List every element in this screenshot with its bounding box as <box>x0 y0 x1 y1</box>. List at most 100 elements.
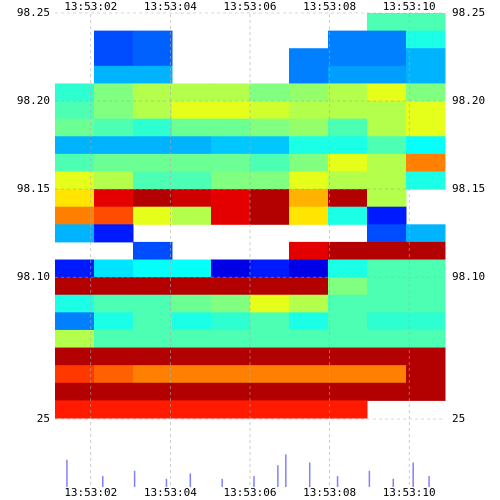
heat-cell <box>406 13 446 32</box>
heat-cell <box>172 171 212 190</box>
heat-cell <box>133 189 173 208</box>
heat-cell <box>406 101 446 120</box>
heat-cell <box>211 400 251 419</box>
heat-cell <box>367 365 407 384</box>
heat-cell <box>211 347 251 366</box>
heat-cell <box>328 101 368 120</box>
heat-cell <box>55 206 95 225</box>
heat-cell <box>250 206 290 225</box>
heat-cell <box>289 101 329 120</box>
heat-cell <box>172 400 212 419</box>
heat-cell <box>55 294 95 313</box>
heat-cell <box>94 400 134 419</box>
heat-cell <box>133 83 173 102</box>
heat-cell <box>172 206 212 225</box>
heat-cell <box>250 312 290 331</box>
heat-cell <box>250 189 290 208</box>
heat-cell <box>133 48 173 67</box>
heat-cell <box>94 189 134 208</box>
y2-tick-label: 25 <box>452 412 465 425</box>
heat-cell <box>94 224 134 243</box>
heat-cell <box>367 101 407 120</box>
y-tick-label: 98.10 <box>17 270 50 283</box>
heat-cell <box>94 65 134 84</box>
heat-cell <box>289 329 329 349</box>
heat-cell <box>55 153 95 172</box>
volume-bar <box>253 476 255 487</box>
heat-cell <box>367 118 407 137</box>
heat-cell <box>367 83 407 102</box>
x-tick-label: 13:53:02 <box>64 486 117 499</box>
y-tick-label: 98.20 <box>452 94 485 107</box>
heat-cell <box>406 65 446 84</box>
heat-cell <box>289 382 329 401</box>
heat-cell <box>172 189 212 208</box>
heat-cell <box>55 101 95 120</box>
heat-cell <box>133 101 173 120</box>
heat-cell <box>133 329 173 349</box>
heat-cell <box>406 277 446 296</box>
heat-cell <box>250 347 290 366</box>
volume-bar <box>165 478 168 487</box>
heat-cell <box>289 312 329 331</box>
heat-cell <box>133 206 173 225</box>
volume-bar <box>428 476 430 487</box>
heat-cell <box>55 136 95 155</box>
heat-cell <box>250 171 290 190</box>
heat-cell <box>133 241 173 261</box>
heat-cell <box>94 153 134 172</box>
volume-bar <box>221 478 223 487</box>
heat-cell <box>133 382 173 401</box>
heat-cell <box>211 259 251 278</box>
heat-cell <box>55 83 95 102</box>
heat-cell <box>55 312 95 331</box>
heat-cell <box>211 382 251 401</box>
heat-cell <box>211 294 251 313</box>
heat-cell <box>55 224 95 243</box>
x-tick-label: 13:53:04 <box>144 486 197 499</box>
heat-cell <box>211 277 251 296</box>
heat-cell <box>94 136 134 155</box>
heat-cell <box>328 347 368 366</box>
heat-cell <box>367 65 407 84</box>
heat-cell <box>55 329 95 349</box>
heat-cell <box>172 329 212 349</box>
heat-cell <box>172 259 212 278</box>
heat-cell <box>250 400 290 419</box>
heat-cell <box>289 65 329 84</box>
heat-cell <box>328 83 368 102</box>
heat-cell <box>328 118 368 137</box>
heat-cell <box>406 136 446 155</box>
x-tick-label: 13:53:02 <box>64 0 117 13</box>
heat-cell <box>211 189 251 208</box>
y-tick-label: 98.15 <box>452 182 485 195</box>
heat-cell <box>172 101 212 120</box>
heat-cell <box>406 365 446 384</box>
heat-cell <box>133 30 173 49</box>
heat-cell <box>328 312 368 331</box>
heat-cell <box>406 312 446 331</box>
heat-cell <box>367 224 407 243</box>
heat-cell <box>94 365 134 384</box>
heat-cell <box>250 277 290 296</box>
heat-cell <box>94 329 134 349</box>
volume-bar <box>308 462 311 487</box>
heat-cell <box>133 153 173 172</box>
heat-cell <box>55 347 95 366</box>
volume-bar <box>336 476 339 487</box>
heat-cell <box>172 365 212 384</box>
heat-cell <box>133 259 173 278</box>
heat-cell <box>289 153 329 172</box>
heat-cell <box>289 241 329 261</box>
heat-cell <box>406 329 446 349</box>
volume-bar <box>66 459 68 487</box>
heat-cell <box>133 312 173 331</box>
heat-cell <box>406 30 446 49</box>
heat-cell <box>289 400 329 419</box>
heat-cell <box>133 136 173 155</box>
heat-cell <box>172 382 212 401</box>
heat-cell <box>367 13 407 32</box>
heat-cell <box>55 259 95 278</box>
y-tick-label: 98.25 <box>452 6 485 19</box>
